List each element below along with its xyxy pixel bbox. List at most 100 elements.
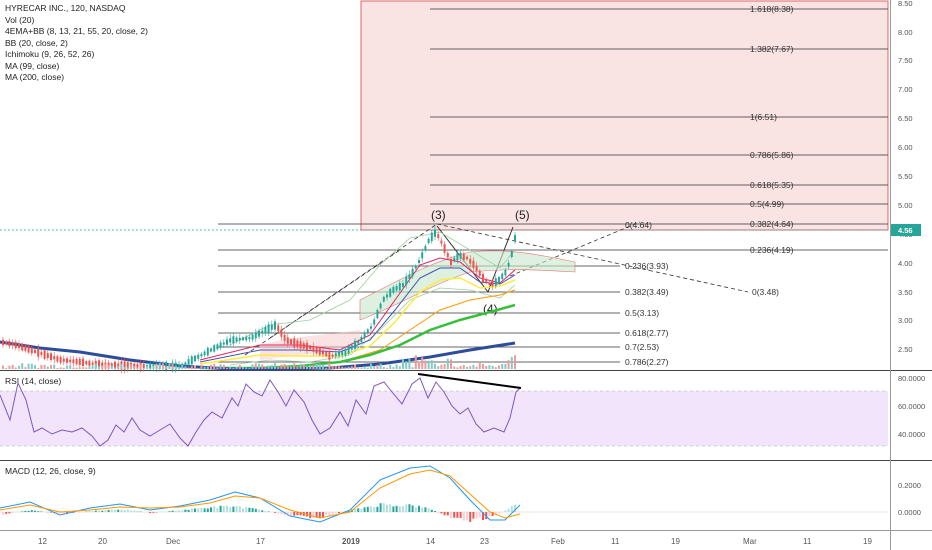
volume-bar	[277, 366, 280, 369]
indicator-ma99[interactable]: MA (99, close)	[5, 60, 60, 71]
ema-21	[199, 277, 516, 365]
wave-path[interactable]	[436, 225, 514, 294]
candle	[478, 269, 481, 278]
indicator-bb[interactable]: BB (20, close, 2)	[5, 37, 68, 48]
volume-bar	[424, 360, 427, 369]
last-price-value: 4.56	[898, 226, 913, 235]
volume-bar	[242, 366, 244, 369]
volume-bar	[347, 366, 350, 369]
macd-bar	[376, 506, 379, 512]
volume-bar	[11, 364, 14, 369]
volume-bar	[226, 367, 228, 369]
ema-13	[199, 267, 516, 363]
volume-bar	[59, 367, 62, 369]
symbol-title[interactable]: HYRECAR INC., 120, NASDAQ	[5, 3, 126, 13]
macd-bar	[101, 510, 104, 512]
candle	[411, 266, 414, 279]
macd-bar	[379, 503, 382, 512]
volume-bar	[338, 366, 340, 369]
macd-bar	[427, 508, 430, 512]
macd-bar	[328, 512, 331, 517]
volume-bar	[482, 363, 484, 369]
channel-line[interactable]	[269, 223, 438, 339]
candle	[98, 358, 100, 372]
fib-label: 1.618(8.38)	[750, 4, 794, 14]
price-tick: 2.50	[898, 345, 913, 354]
macd-bar	[453, 512, 456, 518]
volume-bar	[363, 366, 366, 369]
macd-bar	[360, 508, 363, 512]
candle	[14, 339, 17, 351]
candle	[203, 349, 206, 358]
bollinger-lower	[229, 284, 516, 366]
candle	[210, 347, 212, 353]
candle	[379, 301, 382, 311]
channel-line[interactable]	[244, 249, 401, 356]
time-tick: 11	[803, 537, 812, 546]
volume-bar	[402, 359, 404, 369]
volume-bar	[373, 365, 376, 369]
candle	[190, 354, 193, 366]
candle	[251, 332, 254, 342]
candle	[267, 321, 270, 336]
volume-bar	[386, 367, 388, 369]
macd-bar	[66, 512, 68, 514]
indicator-ichimoku[interactable]: Ichimoku (9, 26, 52, 26)	[5, 49, 95, 59]
candle	[72, 355, 75, 367]
volume-bar	[453, 366, 456, 369]
volume-bar	[318, 363, 321, 369]
candle	[59, 354, 62, 365]
macd-axis[interactable]: 0.2000 0.0000	[898, 481, 921, 517]
candle	[123, 357, 126, 374]
candle	[117, 360, 120, 371]
macd-bar	[472, 512, 475, 519]
macd-bar	[274, 512, 276, 513]
macd-bar	[248, 507, 251, 512]
volume-bar	[197, 367, 200, 369]
time-axis[interactable]: 12 20 Dec 17 2019 14 23 Feb 11 19 Mar 11…	[38, 537, 872, 546]
volume-bar	[91, 365, 94, 369]
volume-bar	[107, 364, 110, 369]
volume-bar	[510, 356, 513, 369]
candle	[357, 339, 360, 346]
indicator-ma200[interactable]: MA (200, close)	[5, 72, 65, 82]
candle	[245, 334, 248, 343]
rsi-axis[interactable]: 80.0000 60.0000 40.0000	[898, 374, 925, 439]
candle	[350, 342, 353, 352]
macd-bar	[405, 504, 408, 512]
candle	[85, 359, 88, 366]
candle	[322, 348, 324, 358]
price-axis[interactable]: 8.50 8.00 7.50 7.00 6.50 6.00 5.50 5.00 …	[898, 0, 913, 354]
candlesticks[interactable]	[2, 226, 516, 374]
volume-bar	[66, 365, 68, 369]
volume-bar	[382, 366, 385, 369]
fib-extension-box[interactable]	[360, 0, 889, 231]
candle	[331, 352, 334, 359]
time-tick: 23	[480, 537, 489, 546]
rsi-label[interactable]: RSI (14, close)	[5, 376, 62, 386]
volume-bar	[210, 364, 212, 369]
volume-bar	[114, 367, 116, 369]
fib-label: 0.7(2.53)	[625, 342, 659, 352]
rsi-tick: 80.0000	[898, 374, 925, 383]
volume-bar	[392, 367, 395, 369]
macd-label[interactable]: MACD (12, 26, close, 9)	[5, 466, 96, 476]
rsi-divergence-line[interactable]	[417, 373, 522, 389]
candle	[197, 352, 200, 362]
macd-bar	[72, 512, 75, 513]
candle	[254, 328, 257, 343]
candle	[309, 344, 312, 352]
indicator-4ema-bb[interactable]: 4EMA+BB (8, 13, 21, 55, 20, close, 2)	[5, 26, 148, 36]
macd-bar	[293, 512, 296, 516]
indicator-vol[interactable]: Vol (20)	[5, 14, 35, 25]
volume-bar	[248, 367, 251, 369]
macd-bar	[277, 512, 280, 514]
volume-bar	[126, 367, 129, 369]
volume-bar	[398, 366, 401, 369]
macd-bar	[222, 505, 225, 512]
volume-bar	[264, 367, 267, 369]
macd-bar	[114, 509, 116, 512]
volume-bar	[421, 357, 424, 369]
candle	[66, 356, 68, 365]
